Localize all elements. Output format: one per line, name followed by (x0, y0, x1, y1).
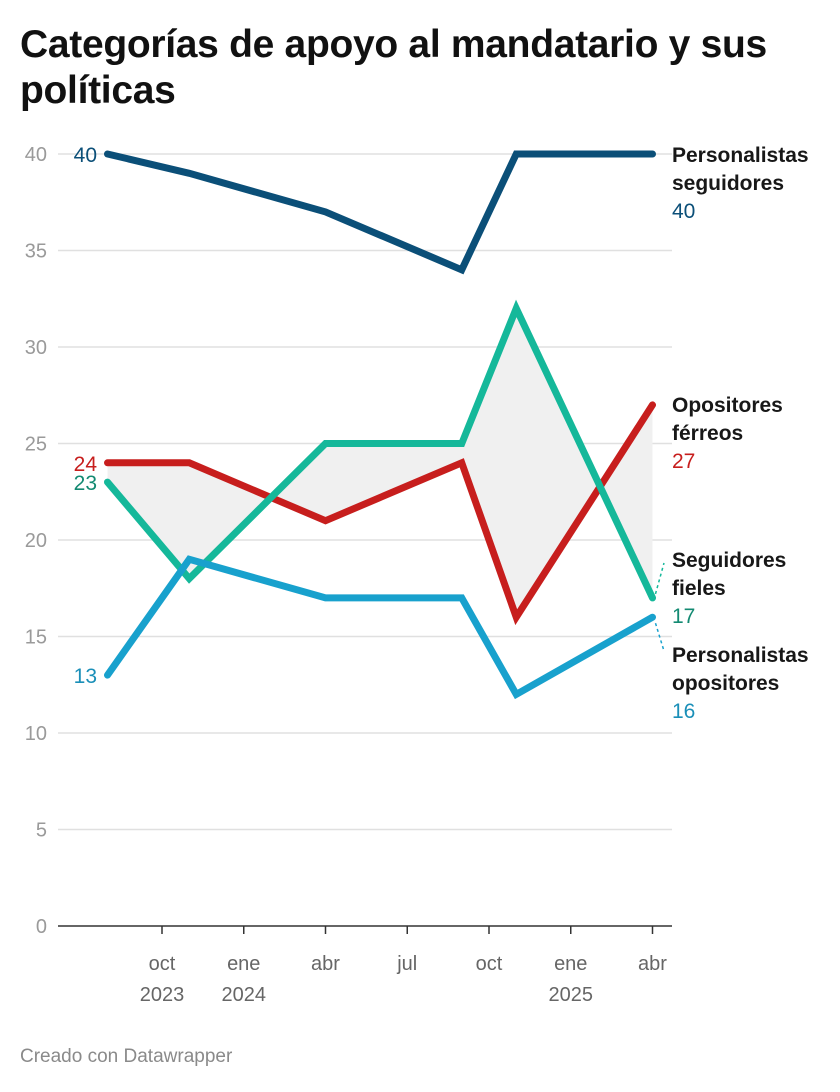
series-name-label: fieles (672, 577, 726, 600)
series-opositores-ferreos: 24 Opositores férreos 27 (74, 394, 783, 626)
start-value-label: 24 (74, 453, 98, 476)
series-name-label: opositores (672, 672, 779, 695)
series-name-label: Personalistas (672, 644, 809, 667)
x-tick-label: abr (311, 953, 340, 975)
x-tick-label: ene (554, 953, 587, 975)
footer-credit: Creado con Datawrapper (20, 1046, 233, 1067)
y-tick-label: 15 (25, 627, 47, 649)
chart-title: Categorías de apoyo al mandatario y sus … (20, 23, 767, 112)
start-value-label: 13 (74, 665, 97, 688)
series-line (104, 555, 656, 700)
y-tick-label: 35 (25, 241, 47, 263)
y-tick-label: 10 (25, 723, 47, 745)
series-personalistas-opositores: 13 Personalistas opositores 16 (74, 555, 809, 723)
series-name-label: férreos (672, 422, 743, 445)
x-tick-label: abr (638, 953, 667, 975)
y-tick-label: 25 (25, 434, 47, 456)
series-line (104, 150, 656, 275)
start-value-label: 23 (74, 472, 97, 495)
y-tick-label: 20 (25, 530, 47, 552)
end-value-label: 40 (672, 200, 695, 223)
x-tick-label: 2023 (140, 984, 185, 1006)
series-name-label: Personalistas (672, 144, 809, 167)
series-name-label: seguidores (672, 172, 784, 195)
end-value-label: 17 (672, 605, 695, 628)
y-tick-label: 40 (25, 144, 47, 166)
series-seguidores-fieles: 23 Seguidores fieles 17 (74, 299, 786, 628)
x-tick-label: jul (396, 953, 417, 975)
range-area (107, 308, 653, 618)
leader-line (654, 562, 665, 595)
x-tick-label: oct (149, 953, 176, 975)
x-tick-label: oct (476, 953, 503, 975)
x-tick-label: ene (227, 953, 260, 975)
end-value-label: 16 (672, 700, 695, 723)
y-tick-label: 5 (36, 820, 47, 842)
x-tick-label: 2024 (222, 984, 267, 1006)
series-name-label: Opositores (672, 394, 783, 417)
end-value-label: 27 (672, 450, 695, 473)
x-tick-label: 2025 (549, 984, 594, 1006)
start-value-label: 40 (74, 144, 97, 167)
series-line (104, 401, 656, 626)
leader-line (654, 622, 665, 652)
y-tick-label: 0 (36, 916, 47, 938)
series-personalistas-seguidores: 40 Personalistas seguidores 40 (74, 144, 809, 275)
series-line (104, 299, 656, 602)
y-tick-label: 30 (25, 337, 47, 359)
series-name-label: Seguidores (672, 549, 786, 572)
